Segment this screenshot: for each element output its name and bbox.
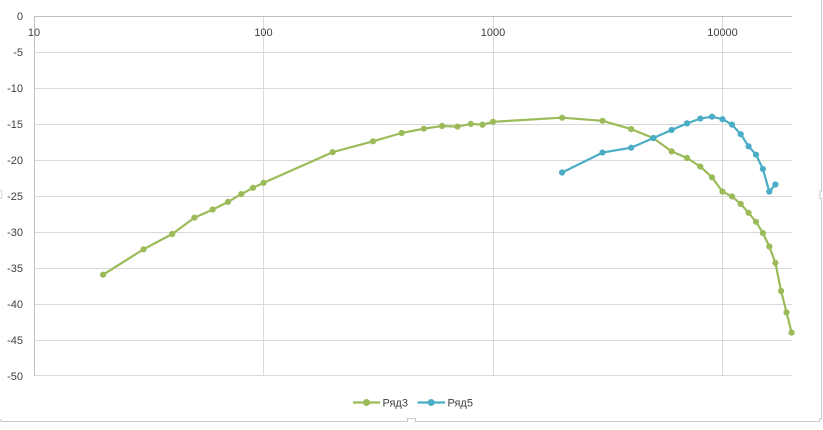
svg-text:-35: -35 (7, 263, 23, 275)
svg-text:-30: -30 (7, 227, 23, 239)
svg-text:Ряд3: Ряд3 (383, 398, 408, 410)
svg-text:-20: -20 (7, 155, 23, 167)
svg-text:-50: -50 (7, 371, 23, 383)
svg-text:0: 0 (17, 11, 23, 23)
svg-text:-15: -15 (7, 119, 23, 131)
svg-text:-5: -5 (13, 47, 23, 59)
svg-text:-25: -25 (7, 191, 23, 203)
svg-text:100: 100 (254, 27, 272, 39)
svg-text:-40: -40 (7, 299, 23, 311)
svg-text:1000: 1000 (481, 27, 505, 39)
svg-text:-10: -10 (7, 83, 23, 95)
svg-text:-45: -45 (7, 335, 23, 347)
svg-text:10000: 10000 (707, 27, 738, 39)
svg-text:10: 10 (28, 27, 40, 39)
svg-text:Ряд5: Ряд5 (448, 398, 473, 410)
